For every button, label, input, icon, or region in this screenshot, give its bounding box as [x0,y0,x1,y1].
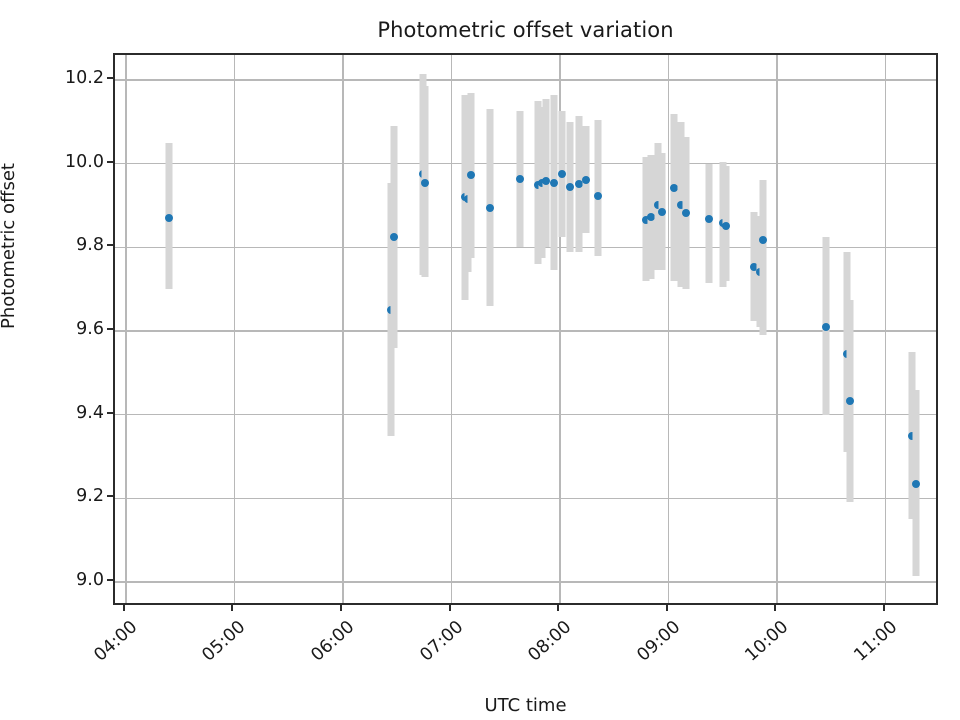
gridline-vertical [667,55,670,603]
data-point-marker [541,177,550,186]
x-axis-tick-mark [557,605,560,611]
y-axis-tick-mark [107,160,113,163]
y-axis-tick-mark [107,244,113,247]
y-axis-tick-mark [107,411,113,414]
y-axis-tick-mark [107,77,113,80]
data-point-marker [722,222,731,231]
gridline-horizontal [115,497,936,499]
data-point-marker [912,479,921,488]
data-point-marker [670,183,679,192]
x-axis-tick-label: 04:00 [90,617,142,666]
gridline-horizontal [115,163,936,165]
x-axis-tick-label: 05:00 [198,617,250,666]
error-bar [670,113,678,281]
data-point-marker [565,182,574,191]
y-axis-label: Photometric offset [0,163,19,329]
gridline-vertical [450,55,453,603]
data-point-marker [750,263,759,272]
x-axis-tick-label: 06:00 [307,617,359,666]
data-series-photometric-offset [115,55,936,603]
data-point-marker [515,175,524,184]
y-axis-tick-label: 9.8 [76,235,104,256]
data-point-marker [676,200,685,209]
error-bar [542,98,550,248]
data-point-marker [537,178,546,187]
data-point-marker [485,203,494,212]
y-axis-tick-label: 9.0 [76,569,104,590]
gridline-vertical [885,55,887,603]
x-axis-tick-mark [122,605,125,611]
y-axis-tick-label: 9.6 [76,319,104,339]
data-point-marker [653,200,662,209]
x-axis-tick-label: 11:00 [850,617,902,666]
data-point-marker [574,179,583,188]
data-point-marker [658,207,667,216]
gridline-vertical [125,55,127,603]
y-axis-tick-label: 9.4 [76,402,104,423]
plot-area [113,53,938,605]
x-axis-tick-mark [231,605,234,611]
gridline-horizontal [115,79,936,81]
x-axis-tick-label: 10:00 [741,617,793,666]
data-point-marker [759,235,768,244]
data-point-marker [647,213,656,222]
data-point-marker [704,214,713,223]
y-axis-tick-label: 9.2 [76,486,104,507]
gridline-horizontal [115,581,936,583]
data-point-marker [467,171,476,180]
data-point-marker [421,178,430,187]
error-bar [705,163,713,283]
gridline-horizontal [115,413,936,416]
data-point-marker [845,397,854,406]
error-bar [759,179,767,336]
gridline-horizontal [115,330,936,332]
data-point-marker [681,209,690,218]
gridline-vertical [559,55,561,603]
error-bar [594,119,602,256]
gridline-vertical [233,55,236,603]
x-axis-tick-mark [882,605,885,611]
y-axis-tick-mark [107,328,113,330]
y-axis-tick-label: 10.0 [65,151,104,172]
data-point-marker [907,432,916,441]
x-axis-tick-label: 07:00 [416,617,467,666]
data-point-marker [558,170,567,179]
x-axis-tick-label: 08:00 [524,617,576,666]
x-axis-label: UTC time [484,695,567,716]
y-axis-tick-mark [107,578,113,581]
x-axis-tick-mark [665,605,668,611]
y-axis-tick-label: 10.2 [65,68,104,89]
gridline-vertical [776,55,778,603]
x-axis-tick-mark [448,605,451,611]
gridline-horizontal [115,246,936,249]
grid-layer [115,55,936,603]
data-point-marker [389,232,398,241]
data-point-marker [549,178,558,187]
chart-title: Photometric offset variation [377,18,674,42]
y-axis-tick-mark [107,495,113,498]
x-axis-tick-mark [339,605,342,611]
data-point-marker [641,216,650,225]
data-point-marker [165,214,174,223]
x-axis-tick-mark [774,605,777,611]
gridline-vertical [342,55,344,603]
x-axis-tick-label: 09:00 [633,617,684,666]
data-point-marker [594,192,603,201]
data-point-marker [822,322,831,331]
data-point-marker [582,175,591,184]
